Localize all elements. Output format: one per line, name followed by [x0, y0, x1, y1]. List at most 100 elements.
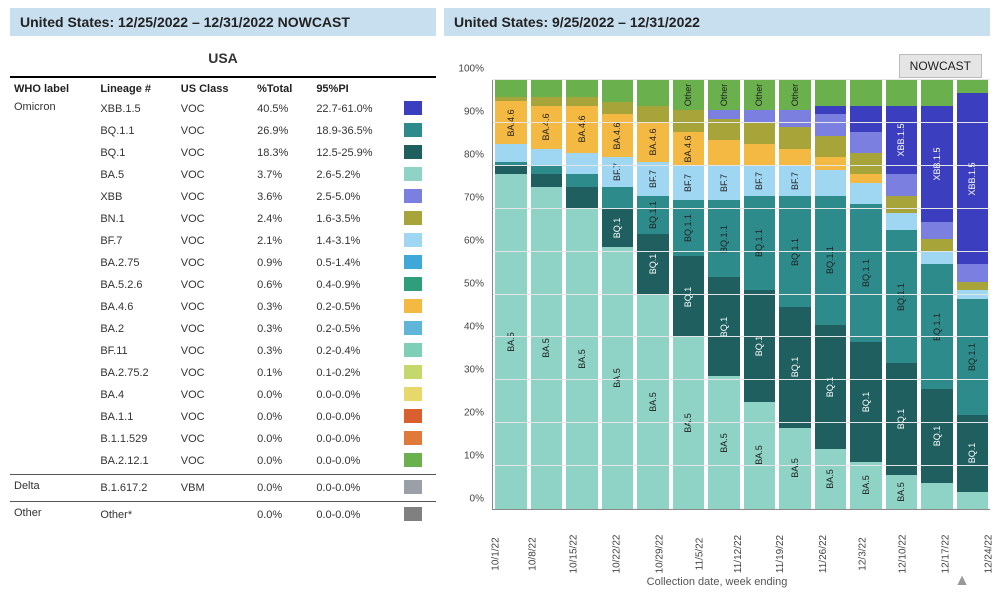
bar-segment: Other: [779, 80, 811, 110]
segment-label: BA.5: [648, 392, 658, 412]
bar-segment: BQ.1.1: [850, 204, 882, 341]
cell-usclass: VOC: [177, 450, 253, 472]
segment-label: BA.5: [825, 469, 835, 489]
bar-segment: BA.5: [850, 462, 882, 509]
cell-lineage: BN.1: [96, 208, 176, 230]
table-row: BF.7VOC2.1%1.4-3.1%: [10, 230, 436, 252]
segment-label: BA.5: [577, 349, 587, 369]
cell-pct: 0.9%: [253, 252, 312, 274]
cell-swatch: [400, 450, 436, 472]
cell-lineage: BF.7: [96, 230, 176, 252]
cell-pct: 0.6%: [253, 274, 312, 296]
cell-who: [10, 142, 96, 164]
segment-label: BQ.1.1: [648, 201, 658, 229]
cell-pi: 0.0-0.0%: [312, 406, 400, 428]
bar-segment: BA.5: [708, 376, 740, 509]
cell-lineage: BA.4.6: [96, 296, 176, 318]
bar-group: BA.5BQ.1BQ.1.1BF.7Other: [708, 80, 740, 509]
bar-segment: BA.5: [779, 428, 811, 510]
bar-segment: [531, 166, 563, 175]
bar-group: BA.5 BQ.1 BQ.1.1 BF.7BA.4.6: [637, 80, 669, 509]
cell-swatch: [400, 252, 436, 274]
x-tick: 12/3/22: [857, 537, 897, 570]
bar-segment: [779, 110, 811, 127]
cell-pct: 3.6%: [253, 186, 312, 208]
cell-swatch: [400, 340, 436, 362]
cell-lineage: BQ.1: [96, 142, 176, 164]
cell-usclass: VOC: [177, 120, 253, 142]
bar-segment: BA.4.6: [637, 123, 669, 162]
bar-segment: [815, 106, 847, 115]
bar-segment: [886, 80, 918, 106]
cell-usclass: VOC: [177, 318, 253, 340]
table-row: BA.4VOC0.0%0.0-0.0%: [10, 384, 436, 406]
left-header: United States: 12/25/2022 – 12/31/2022 N…: [10, 8, 436, 36]
segment-label: BQ.1.1: [967, 343, 977, 371]
cell-pct: 2.1%: [253, 230, 312, 252]
cell-lineage: BA.2.75.2: [96, 362, 176, 384]
cell-lineage: B.1.617.2: [96, 477, 176, 499]
table-row: BN.1VOC2.4%1.6-3.5%: [10, 208, 436, 230]
bar-segment: [886, 196, 918, 213]
bar-group: BA.5BA.4.6: [566, 80, 598, 509]
cell-pct: 0.3%: [253, 296, 312, 318]
cell-pi: 1.4-3.1%: [312, 230, 400, 252]
cell-who: [10, 362, 96, 384]
segment-label: BA.5: [612, 368, 622, 388]
cell-lineage: BF.11: [96, 340, 176, 362]
segment-label: BQ.1: [648, 254, 658, 275]
bar-segment: BQ.1: [850, 342, 882, 462]
segment-label: BQ.1: [967, 443, 977, 464]
table-row: OmicronXBB.1.5VOC40.5%22.7-61.0%: [10, 98, 436, 120]
cell-swatch: [400, 230, 436, 252]
cell-swatch: [400, 186, 436, 208]
bar-segment: BQ.1: [921, 389, 953, 483]
cell-lineage: BA.5: [96, 164, 176, 186]
bar-segment: BA.4.6: [602, 114, 634, 157]
segment-label: BF.7: [612, 163, 622, 181]
y-tick: 100%: [458, 64, 484, 75]
cell-lineage: BA.2.75: [96, 252, 176, 274]
bar-segment: BF.7: [637, 162, 669, 196]
bar-segment: [708, 140, 740, 166]
x-tick: 10/15/22: [568, 535, 608, 574]
table-row: BQ.1.1VOC26.9%18.9-36.5%: [10, 120, 436, 142]
cell-pct: 26.9%: [253, 120, 312, 142]
bar-segment: BA.4.6: [673, 132, 705, 166]
cell-swatch: [400, 164, 436, 186]
bar-segment: [850, 106, 882, 132]
x-tick: 10/29/22: [654, 535, 694, 574]
bar-segment: BF.7: [744, 166, 776, 196]
bar-segment: [602, 102, 634, 115]
bar-segment: [815, 157, 847, 170]
col-usclass: US Class: [177, 80, 253, 98]
bar-group: BA.5BA.4.6: [531, 80, 563, 509]
bar-segment: [531, 174, 563, 187]
y-tick: 80%: [464, 150, 484, 161]
segment-label: BQ.1: [719, 316, 729, 337]
cell-pi: 2.6-5.2%: [312, 164, 400, 186]
bar-segment: [566, 97, 598, 106]
bar-segment: [495, 80, 527, 97]
table-row: XBBVOC3.6%2.5-5.0%: [10, 186, 436, 208]
cell-pct: 0.0%: [253, 477, 312, 499]
segment-label: BQ.1: [612, 218, 622, 239]
table-row: BA.1.1VOC0.0%0.0-0.0%: [10, 406, 436, 428]
bar-segment: XBB.1.5: [957, 93, 989, 265]
segment-label: BA.5: [754, 446, 764, 466]
segment-label: BA.4.6: [506, 109, 516, 136]
bar-segment: [531, 80, 563, 97]
bar-segment: BF.7: [673, 166, 705, 200]
cell-swatch: [400, 208, 436, 230]
table-row: BA.2.12.1VOC0.0%0.0-0.0%: [10, 450, 436, 472]
cell-usclass: VOC: [177, 230, 253, 252]
table-row: BA.5VOC3.7%2.6-5.2%: [10, 164, 436, 186]
cell-who: [10, 274, 96, 296]
y-tick: 10%: [464, 451, 484, 462]
bar-segment: BQ.1: [673, 256, 705, 338]
bar-segment: [779, 127, 811, 148]
x-tick: 11/5/22: [694, 538, 734, 571]
segment-label: XBB.1.5: [896, 124, 906, 157]
y-ticks: 0%10%20%30%40%50%60%70%80%90%100%: [454, 80, 488, 510]
cell-usclass: VOC: [177, 406, 253, 428]
